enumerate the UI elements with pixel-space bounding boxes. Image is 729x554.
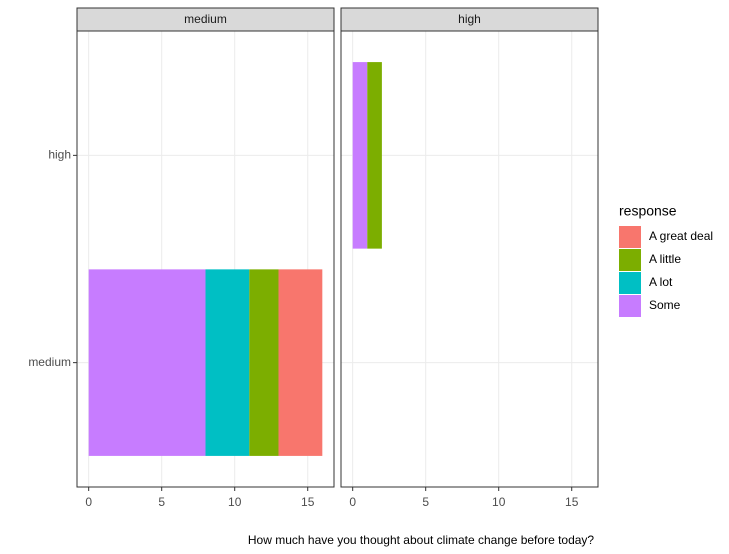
y-tick-label: high [48,148,71,162]
legend-key [619,295,641,317]
bar [88,269,206,456]
x-tick-label: 15 [565,495,579,509]
legend-label: A great deal [649,229,713,243]
panel-border [340,30,599,488]
bar [367,62,382,249]
x-tick-label: 10 [492,495,506,509]
x-tick-label: 5 [158,495,165,509]
x-axis-title: How much have you thought about climate … [248,533,595,547]
legend-key [619,272,641,294]
x-tick-label: 15 [301,495,315,509]
legend-key [619,226,641,248]
bar [278,269,323,456]
panel-background [341,31,598,487]
x-tick-label: 5 [422,495,429,509]
facet-label: medium [184,12,227,26]
legend-key [619,249,641,271]
bar [249,269,279,456]
legend-label: Some [649,298,681,312]
panel-border [76,30,335,488]
bar [352,62,368,249]
legend-title: response [619,203,677,219]
x-tick-label: 0 [85,495,92,509]
legend-label: A lot [649,275,673,289]
legend-label: A little [649,252,681,266]
bar [205,269,250,456]
x-tick-label: 10 [228,495,242,509]
x-tick-label: 0 [349,495,356,509]
facet-label: high [458,12,481,26]
y-tick-label: medium [28,355,71,369]
